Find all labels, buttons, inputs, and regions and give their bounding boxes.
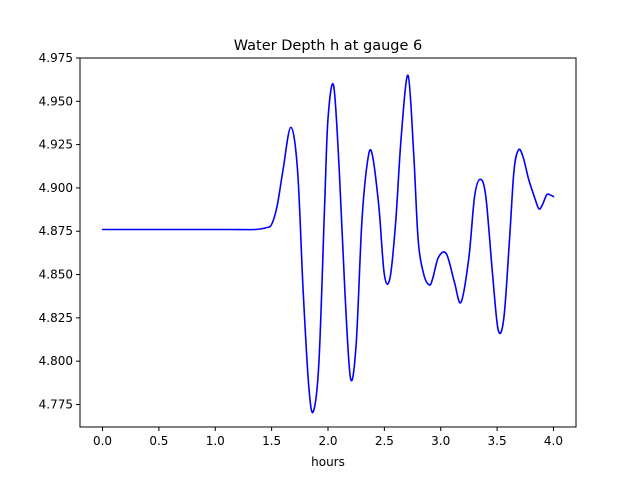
- y-tick-label: 4.950: [39, 94, 73, 108]
- y-tick-label: 4.850: [39, 268, 73, 282]
- x-tick-label: 3.5: [488, 434, 507, 448]
- x-tick-label: 0.5: [149, 434, 168, 448]
- y-axis-ticks: 4.775 4.800 4.825 4.850 4.875 4.900 4.925 4.950…: [39, 51, 80, 411]
- x-tick-label: 3.0: [431, 434, 450, 448]
- chart-title: Water Depth h at gauge 6: [234, 38, 422, 54]
- y-tick-label: 4.925: [39, 138, 73, 152]
- x-tick-label: 1.5: [262, 434, 281, 448]
- y-tick-label: 4.900: [39, 181, 73, 195]
- x-tick-label: 2.0: [318, 434, 337, 448]
- plot-area: [101, 74, 555, 414]
- y-tick-label: 4.825: [39, 311, 73, 325]
- x-tick-label: 0.0: [93, 434, 112, 448]
- y-tick-label: 4.875: [39, 224, 73, 238]
- series-line: [101, 74, 555, 414]
- x-tick-label: 4.0: [544, 434, 563, 448]
- y-tick-label: 4.975: [39, 51, 73, 65]
- y-tick-label: 4.800: [39, 354, 73, 368]
- x-axis-ticks: 0.0 0.5 1.0 1.5 2.0 2.5 3.0 3.5 4.0: [93, 427, 563, 448]
- x-tick-label: 2.5: [375, 434, 394, 448]
- x-axis-label: hours: [311, 455, 345, 469]
- x-tick-label: 1.0: [206, 434, 225, 448]
- y-tick-label: 4.775: [39, 397, 73, 411]
